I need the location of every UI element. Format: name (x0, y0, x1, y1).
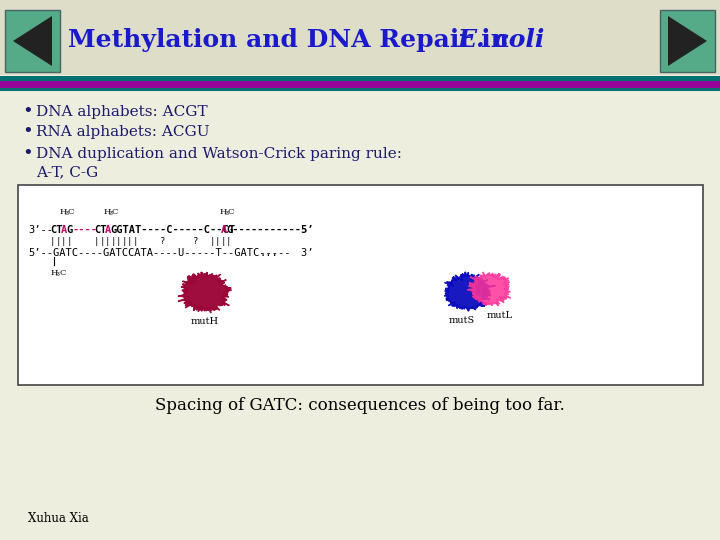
Text: |: | (210, 237, 215, 246)
Text: Spacing of GATC: consequences of being too far.: Spacing of GATC: consequences of being t… (155, 396, 565, 414)
Text: |: | (116, 237, 122, 246)
Text: ?: ? (193, 237, 199, 246)
Bar (18, 185, 703, 385)
Text: RNA alphabets: ACGU: RNA alphabets: ACGU (36, 125, 210, 139)
Text: A-T, C-G: A-T, C-G (36, 165, 98, 179)
Polygon shape (467, 272, 510, 306)
Text: 3’--: 3’-- (28, 225, 53, 235)
Text: 3: 3 (224, 211, 228, 216)
Bar (660, 10, 715, 72)
Bar (0, 76, 720, 81)
Text: A: A (220, 225, 227, 235)
Text: |: | (215, 237, 220, 246)
Text: H: H (51, 269, 58, 277)
Text: C: C (59, 269, 66, 277)
Text: •: • (22, 103, 32, 121)
Text: |: | (220, 237, 226, 246)
Text: |: | (55, 237, 61, 246)
Text: E. coli: E. coli (458, 28, 545, 52)
Text: mutH: mutH (191, 317, 219, 326)
Text: 3’: 3’ (276, 248, 313, 258)
Text: 3: 3 (109, 211, 112, 216)
Text: •: • (22, 123, 32, 141)
Text: H: H (220, 208, 227, 216)
Text: DNA duplication and Watson-Crick paring rule:: DNA duplication and Watson-Crick paring … (36, 147, 402, 161)
Text: |: | (110, 237, 116, 246)
Text: C: C (68, 208, 74, 216)
Text: |: | (105, 237, 110, 246)
Text: |: | (132, 237, 138, 246)
Bar (5, 10, 60, 72)
Polygon shape (178, 272, 231, 313)
Bar (0, 0, 720, 75)
Bar (0, 81, 720, 88)
Text: H: H (60, 208, 68, 216)
Text: G-----------5’: G-----------5’ (226, 225, 313, 235)
Text: A: A (105, 225, 112, 235)
Text: mutS: mutS (449, 316, 475, 325)
Text: 3: 3 (55, 272, 60, 277)
Text: H: H (104, 208, 112, 216)
Text: DNA alphabets: ACGT: DNA alphabets: ACGT (36, 105, 207, 119)
Text: Methylation and DNA Repair in: Methylation and DNA Repair in (68, 28, 518, 52)
Text: mutL: mutL (487, 311, 513, 320)
Text: |: | (66, 237, 72, 246)
Bar (0, 88, 720, 91)
Text: |: | (127, 237, 132, 246)
Text: |: | (94, 237, 99, 246)
Text: 3: 3 (65, 211, 68, 216)
Text: |: | (61, 237, 66, 246)
Text: ?: ? (160, 237, 166, 246)
Text: |: | (99, 237, 105, 246)
Text: C: C (112, 208, 118, 216)
Text: •: • (22, 145, 32, 163)
Polygon shape (668, 16, 707, 66)
Text: CT: CT (94, 225, 107, 235)
Text: GGTAT----C-----C--CT: GGTAT----C-----C--CT (110, 225, 235, 235)
Text: ----: ---- (72, 225, 97, 235)
Polygon shape (13, 16, 52, 66)
Polygon shape (444, 272, 495, 311)
Text: Xuhua Xia: Xuhua Xia (28, 512, 89, 525)
Text: |: | (50, 237, 55, 246)
Text: |: | (226, 237, 231, 246)
Text: C: C (228, 208, 234, 216)
Text: |: | (122, 237, 127, 246)
Text: 5’--GATC----GATCCATA----U-----T--GATC-----: 5’--GATC----GATCCATA----U-----T--GATC---… (28, 248, 290, 258)
Text: CT: CT (50, 225, 63, 235)
Text: A: A (61, 225, 67, 235)
Text: G: G (66, 225, 73, 235)
Text: ...: ... (259, 248, 278, 258)
